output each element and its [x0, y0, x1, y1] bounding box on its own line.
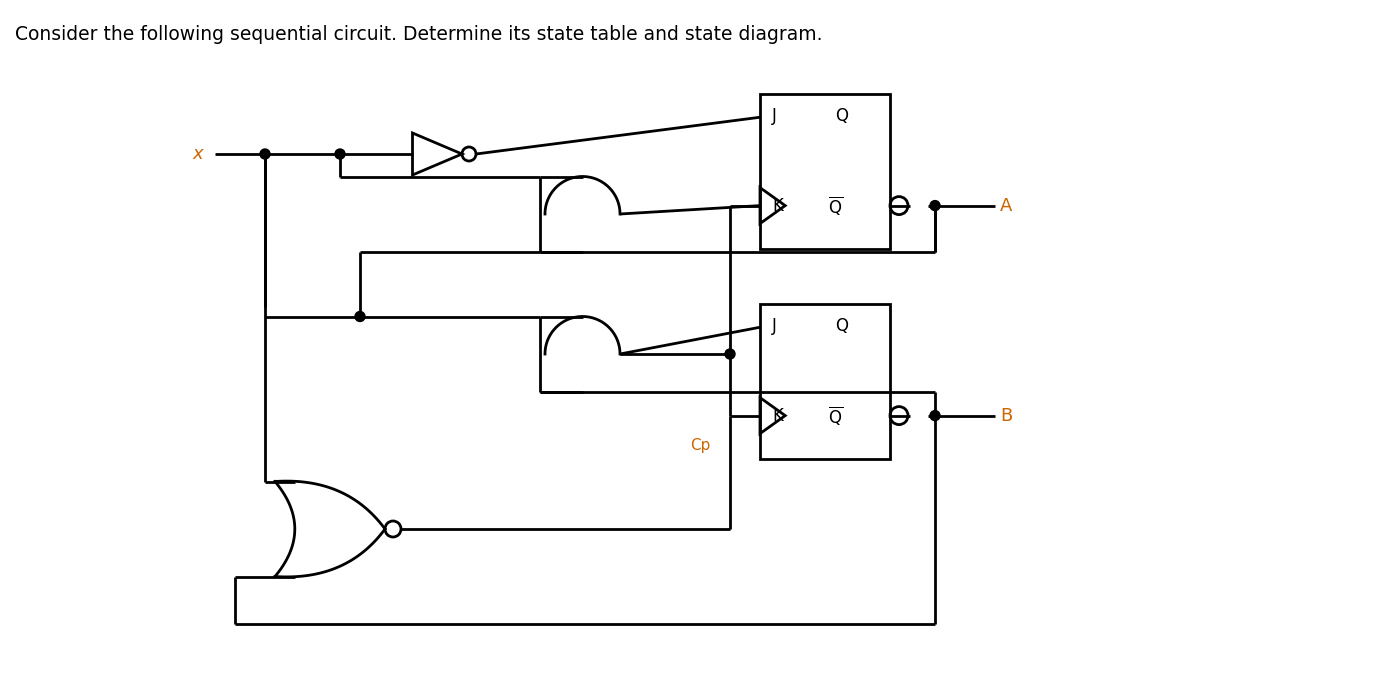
- Circle shape: [260, 149, 271, 159]
- Text: x: x: [192, 145, 203, 163]
- Text: Q: Q: [835, 317, 848, 335]
- Text: A: A: [1000, 196, 1013, 215]
- Circle shape: [725, 349, 735, 359]
- Text: J: J: [772, 317, 776, 335]
- Text: B: B: [1000, 406, 1013, 425]
- Circle shape: [354, 311, 365, 321]
- Text: $\overline{\mathrm{Q}}$: $\overline{\mathrm{Q}}$: [827, 404, 842, 427]
- Circle shape: [930, 200, 940, 211]
- Text: K: K: [772, 196, 783, 215]
- Circle shape: [930, 410, 940, 421]
- Text: J: J: [772, 107, 776, 125]
- Text: Q: Q: [835, 107, 848, 125]
- Circle shape: [335, 149, 345, 159]
- Text: K: K: [772, 406, 783, 425]
- Text: Cp: Cp: [690, 438, 710, 453]
- Text: $\overline{\mathrm{Q}}$: $\overline{\mathrm{Q}}$: [827, 194, 842, 217]
- Text: Consider the following sequential circuit. Determine its state table and state d: Consider the following sequential circui…: [15, 25, 823, 44]
